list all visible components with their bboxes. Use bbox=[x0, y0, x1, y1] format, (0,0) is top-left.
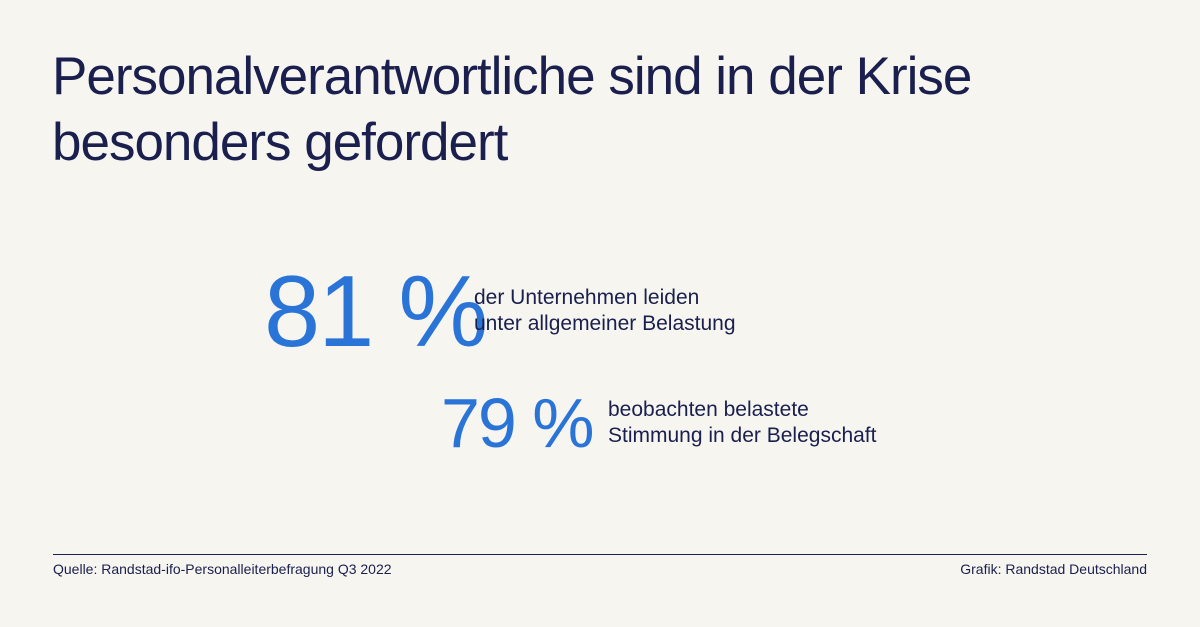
title-line: Personalverantwortliche sind in der Kris… bbox=[52, 47, 972, 106]
stat-description: der Unternehmen leiden unter allgemeiner… bbox=[474, 285, 736, 337]
title-line: besonders gefordert bbox=[52, 113, 508, 172]
credit-note: Grafik: Randstad Deutschland bbox=[960, 561, 1147, 577]
stat-value-79: 79 % bbox=[441, 384, 595, 462]
source-note: Quelle: Randstad-ifo-Personalleiterbefra… bbox=[53, 561, 392, 577]
stat-description-line: unter allgemeiner Belastung bbox=[474, 312, 736, 335]
footer-divider bbox=[53, 554, 1147, 555]
stat-description-line: der Unternehmen leiden bbox=[474, 286, 700, 309]
stat-description-line: beobachten belastete bbox=[608, 398, 809, 421]
page-title: Personalverantwortliche sind in der Kris… bbox=[52, 44, 972, 176]
stat-value-81: 81 % bbox=[264, 256, 488, 368]
stat-description: beobachten belastete Stimmung in der Bel… bbox=[608, 397, 876, 449]
stat-description-line: Stimmung in der Belegschaft bbox=[608, 424, 877, 447]
